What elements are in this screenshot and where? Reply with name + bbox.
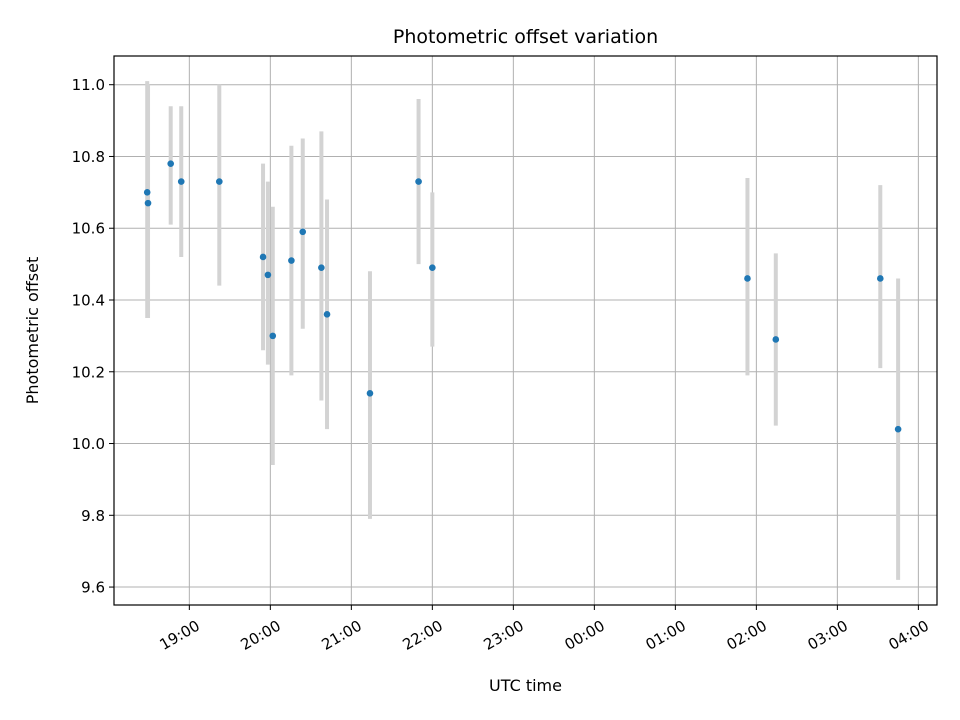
- data-point: [167, 160, 175, 167]
- y-tick-label: 10.0: [72, 435, 105, 453]
- y-tick-label: 10.2: [72, 363, 105, 381]
- x-axis-label: UTC time: [489, 676, 562, 695]
- y-tick-label: 10.6: [72, 220, 105, 238]
- data-point: [366, 389, 374, 397]
- data-point: [143, 189, 151, 196]
- grid: [114, 56, 937, 605]
- data-point: [415, 178, 422, 185]
- data-point: [318, 264, 325, 272]
- y-tick-label: 11.0: [72, 76, 105, 94]
- chart-title: Photometric offset variation: [393, 26, 658, 48]
- data-point: [264, 271, 272, 279]
- y-tick-label: 9.6: [81, 579, 105, 597]
- data-point: [259, 253, 267, 261]
- data-points: [143, 160, 902, 433]
- data-point: [269, 332, 277, 340]
- y-axis-label: Photometric offset: [23, 257, 42, 405]
- data-point: [323, 311, 331, 318]
- y-tick-label: 9.8: [81, 507, 105, 525]
- plot-frame: [113, 55, 938, 606]
- data-point: [288, 257, 295, 264]
- y-tick-label: 10.4: [72, 292, 105, 310]
- y-tick-label: 10.8: [72, 148, 105, 166]
- data-point: [772, 336, 780, 343]
- data-point: [744, 275, 751, 282]
- data-point: [216, 178, 223, 185]
- data-point: [894, 425, 902, 433]
- data-point: [299, 228, 307, 236]
- data-point: [876, 275, 884, 282]
- data-point: [429, 264, 436, 272]
- data-point: [177, 178, 185, 185]
- data-point: [144, 199, 152, 207]
